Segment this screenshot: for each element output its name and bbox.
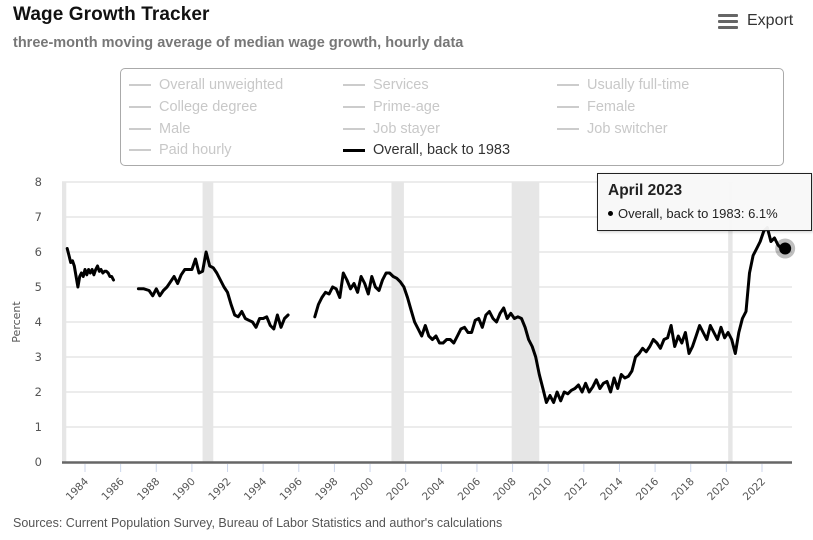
- legend-item-male[interactable]: Male: [129, 121, 190, 137]
- x-tick-label: 1990: [171, 476, 198, 503]
- bullet-icon: [608, 211, 613, 216]
- x-tick-label: 1996: [278, 475, 306, 503]
- legend-swatch: [129, 128, 151, 130]
- x-tick-label: 2006: [456, 475, 484, 503]
- x-tick-label: 2000: [349, 476, 376, 503]
- y-tick-label: 3: [35, 350, 42, 364]
- source-note: Sources: Current Population Survey, Bure…: [13, 516, 503, 530]
- legend-item-prime-age[interactable]: Prime-age: [343, 99, 440, 115]
- x-tick-label: 2014: [598, 475, 626, 503]
- recession-band: [62, 182, 67, 462]
- hamburger-menu-icon: [718, 13, 738, 29]
- x-tick-label: 2002: [384, 476, 411, 503]
- y-tick-label: 0: [35, 455, 42, 469]
- legend-swatch: [557, 84, 579, 86]
- legend-item-overall-unweighted[interactable]: Overall unweighted: [129, 77, 283, 93]
- legend-swatch: [343, 84, 365, 86]
- legend-swatch: [557, 128, 579, 130]
- chart-legend: Overall unweighted Services Usually full…: [120, 68, 784, 166]
- legend-item-job-stayer[interactable]: Job stayer: [343, 121, 440, 137]
- legend-label: Paid hourly: [159, 142, 232, 158]
- hover-point: [779, 242, 792, 255]
- legend-item-services[interactable]: Services: [343, 77, 429, 93]
- page-title: Wage Growth Tracker: [13, 4, 210, 25]
- y-tick-label: 1: [35, 420, 42, 434]
- legend-label: Job stayer: [373, 121, 440, 137]
- y-tick-label: 7: [35, 210, 42, 224]
- x-tick-label: 2012: [563, 476, 590, 503]
- legend-label: Usually full-time: [587, 77, 690, 93]
- x-tick-label: 2004: [420, 475, 448, 503]
- x-axis-tick-labels: 1984 1986 1988 1990 1992 1994 1996 1998 2000 2002…: [64, 464, 768, 503]
- legend-label: College degree: [159, 99, 258, 115]
- legend-item-usually-full-time[interactable]: Usually full-time: [557, 77, 689, 93]
- legend-label: Job switcher: [587, 121, 668, 137]
- x-tick-label: 1986: [99, 475, 127, 503]
- y-tick-label: 8: [35, 175, 42, 189]
- export-button[interactable]: Export: [718, 12, 793, 30]
- legend-item-college-degree[interactable]: College degree: [129, 99, 257, 115]
- y-axis-tick-labels: 0 1 2 3 4 5 6 7 8: [35, 175, 42, 469]
- legend-swatch: [343, 128, 365, 130]
- legend-label: Female: [587, 99, 636, 115]
- hover-halo: [775, 238, 796, 259]
- x-tick-label: 1994: [242, 475, 270, 503]
- y-tick-label: 5: [35, 280, 42, 294]
- legend-item-overall-back-to-1983[interactable]: Overall, back to 1983: [343, 142, 510, 158]
- x-tick-label: 1992: [206, 476, 233, 503]
- y-axis-label: Percent: [10, 301, 23, 343]
- series-line-segment: [136, 250, 290, 331]
- legend-label: Prime-age: [373, 99, 440, 115]
- legend-label: Services: [373, 77, 429, 93]
- export-label: Export: [747, 12, 794, 29]
- y-tick-label: 4: [35, 315, 42, 329]
- tooltip-date: April 2023: [608, 182, 683, 199]
- legend-label: Overall unweighted: [159, 77, 284, 93]
- y-tick-label: 2: [35, 385, 42, 399]
- x-tick-label: 1984: [64, 475, 92, 503]
- hover-marker: [775, 238, 796, 259]
- x-tick-label: 2018: [669, 476, 696, 503]
- y-tick-label: 6: [35, 245, 42, 259]
- page-subtitle: three-month moving average of median wag…: [13, 35, 464, 51]
- tooltip-text: Overall, back to 1983: 6.1%: [618, 206, 778, 221]
- recession-band: [202, 182, 214, 462]
- legend-item-paid-hourly[interactable]: Paid hourly: [129, 142, 232, 158]
- legend-swatch: [129, 149, 151, 151]
- legend-swatch: [129, 106, 151, 108]
- tooltip: April 2023 Overall, back to 1983: 6.1%: [597, 173, 812, 231]
- series-line-segment: [65, 247, 115, 289]
- recession-band: [511, 182, 540, 462]
- legend-swatch: [557, 106, 579, 108]
- x-tick-label: 2010: [527, 476, 554, 503]
- legend-item-job-switcher[interactable]: Job switcher: [557, 121, 668, 137]
- legend-swatch: [343, 148, 365, 152]
- series-lines: [65, 226, 787, 404]
- legend-swatch: [343, 106, 365, 108]
- legend-label: Overall, back to 1983: [373, 142, 511, 158]
- legend-item-female[interactable]: Female: [557, 99, 635, 115]
- legend-label: Male: [159, 121, 191, 137]
- x-tick-label: 1998: [313, 476, 340, 503]
- legend-swatch: [129, 84, 151, 86]
- series-line-segment: [313, 226, 787, 404]
- x-tick-label: 2008: [491, 476, 518, 503]
- x-tick-label: 2016: [634, 475, 662, 503]
- recession-band: [391, 182, 404, 462]
- x-tick-label: 2020: [705, 476, 732, 503]
- x-tick-label: 1988: [135, 476, 162, 503]
- x-tick-label: 2022: [741, 476, 768, 503]
- tooltip-row: Overall, back to 1983: 6.1%: [608, 206, 778, 221]
